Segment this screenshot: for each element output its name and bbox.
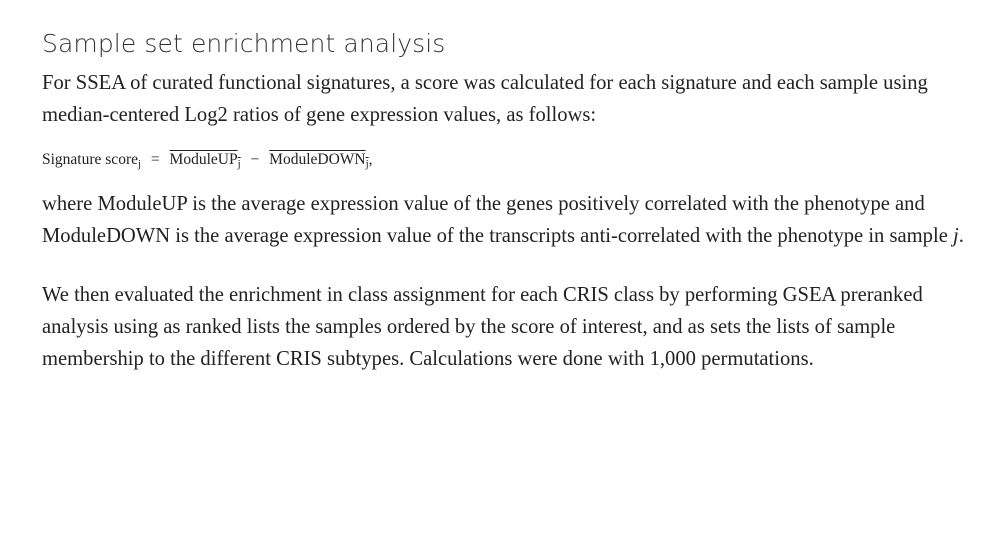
equation-trailing: , [368, 151, 373, 168]
article-section: Sample set enrichment analysis For SSEA … [42, 26, 977, 375]
equation-equals: = [150, 151, 160, 168]
sample-variable: j [952, 225, 959, 247]
equation-lhs: Signature scorej [42, 151, 142, 170]
equation-term-moduleup: ModuleUPj [169, 151, 241, 170]
gsea-paragraph: We then evaluated the enrichment in clas… [42, 284, 923, 370]
definition-paragraph: where ModuleUP is the average expression… [42, 193, 964, 247]
intro-paragraph: For SSEA of curated functional signature… [42, 72, 928, 126]
equation-minus: − [250, 151, 260, 168]
signature-score-equation: Signature scorej = ModuleUPj − ModuleDOW… [42, 149, 977, 171]
equation-term-moduledown: ModuleDOWNj [269, 151, 369, 170]
section-heading: Sample set enrichment analysis [42, 29, 446, 58]
